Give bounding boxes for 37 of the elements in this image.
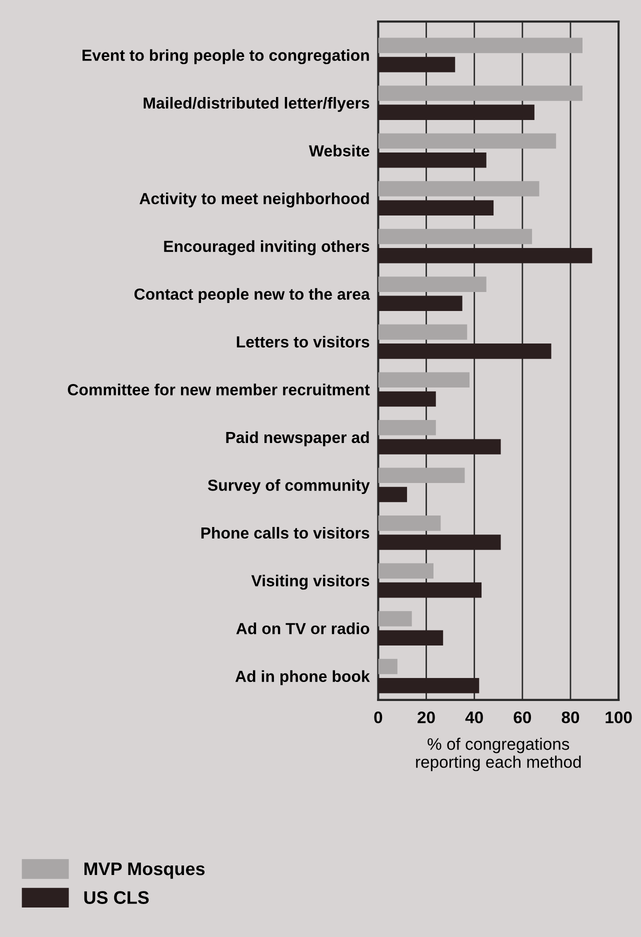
y-tick-label: Committee for new member recruitment: [68, 384, 370, 396]
x-tick-label: 0: [374, 711, 382, 724]
y-tick-label: Paid newspaper ad: [226, 431, 369, 446]
bar: [378, 563, 434, 579]
y-tick-label: Ad in phone book: [235, 670, 370, 686]
y-tick-label: Mailed/distributed letter/flyers: [144, 96, 370, 112]
y-tick-label: Phone calls to visitors: [201, 526, 370, 539]
x-tick-label: 20: [418, 711, 435, 724]
bar: [378, 276, 486, 292]
x-tick-label: 60: [514, 711, 531, 724]
x-tick-label: 80: [562, 711, 580, 724]
y-tick-label: Survey of community: [208, 479, 370, 494]
legend-label: US CLS: [84, 891, 149, 904]
y-tick-label: Ad on TV or radio: [236, 622, 370, 634]
y-tick-label: Contact people new to the area: [134, 288, 370, 303]
bar: [378, 658, 398, 674]
bar: [378, 324, 468, 340]
bar: [378, 228, 532, 244]
x-tick-label: 100: [606, 711, 632, 724]
bar: [378, 611, 412, 626]
y-tick-label: Activity to meet neighborhood: [140, 192, 369, 208]
y-tick-label: Letters to visitors: [236, 336, 370, 348]
bar: [378, 38, 583, 54]
x-tick-label: 40: [465, 711, 483, 724]
y-tick-label: Event to bring people to congregation: [82, 49, 369, 64]
bar: [378, 133, 556, 149]
bar: [378, 420, 436, 436]
legend-label: MVP Mosques: [84, 862, 205, 879]
bar: [378, 181, 540, 196]
y-tick-label: Website: [308, 144, 370, 156]
y-tick-label: Encouraged inviting others: [164, 240, 370, 256]
x-axis-title: % of congregations reporting each method: [416, 738, 581, 772]
bar: [378, 468, 465, 484]
bar: [378, 516, 441, 531]
bar: [378, 86, 583, 101]
y-tick-label: Visiting visitors: [251, 574, 370, 590]
bar: [378, 372, 470, 388]
